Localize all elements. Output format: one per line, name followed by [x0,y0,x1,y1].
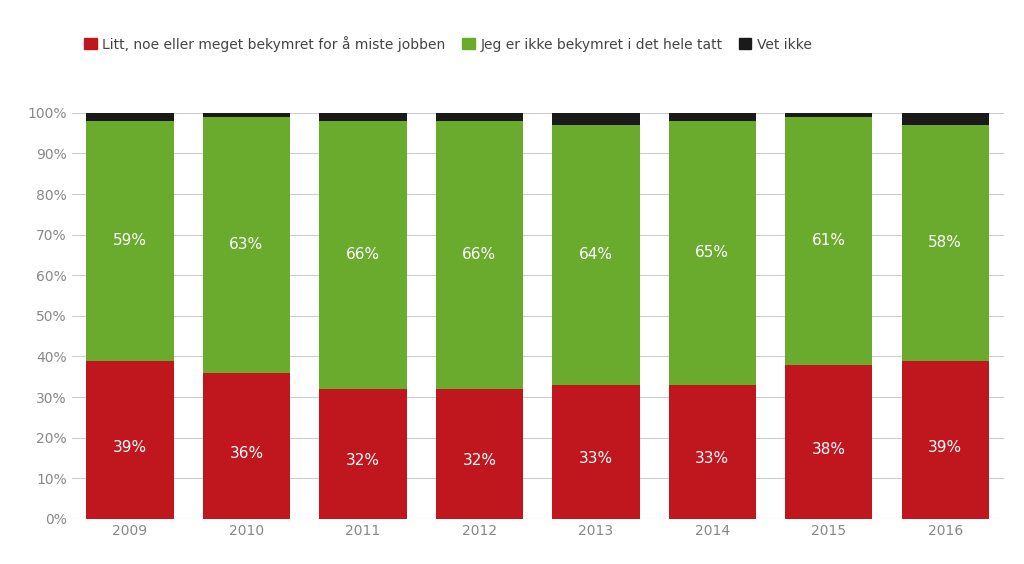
Text: 38%: 38% [812,442,846,457]
Bar [435,121,523,389]
Legend: Litt, noe eller meget bekymret for å miste jobben, Jeg er ikke bekymret i det he: Litt, noe eller meget bekymret for å mis… [79,30,817,57]
Bar [203,117,290,373]
Bar [203,113,290,117]
Text: 66%: 66% [346,248,380,262]
Bar [785,364,872,519]
Bar [901,360,989,519]
Bar [86,113,174,121]
Bar [319,113,407,121]
Bar [552,385,640,519]
Bar [669,385,756,519]
Bar [901,125,989,360]
Bar [319,121,407,389]
Bar [435,389,523,519]
Text: 59%: 59% [113,233,146,248]
Text: 36%: 36% [229,446,263,461]
Text: 63%: 63% [229,237,263,252]
Text: 65%: 65% [695,245,729,261]
Text: 33%: 33% [695,451,729,466]
Bar [669,121,756,385]
Bar [552,113,640,125]
Bar [901,113,989,125]
Bar [86,121,174,360]
Text: 39%: 39% [928,440,963,455]
Text: 32%: 32% [346,453,380,468]
Bar [86,360,174,519]
Text: 39%: 39% [113,440,147,455]
Bar [785,117,872,364]
Bar [203,373,290,519]
Text: 61%: 61% [812,233,846,248]
Text: 66%: 66% [462,248,497,262]
Text: 64%: 64% [579,248,612,262]
Bar [669,113,756,121]
Bar [319,389,407,519]
Bar [785,113,872,117]
Bar [435,113,523,121]
Text: 32%: 32% [463,453,497,468]
Text: 33%: 33% [579,451,613,466]
Text: 58%: 58% [929,235,963,250]
Bar [552,125,640,385]
